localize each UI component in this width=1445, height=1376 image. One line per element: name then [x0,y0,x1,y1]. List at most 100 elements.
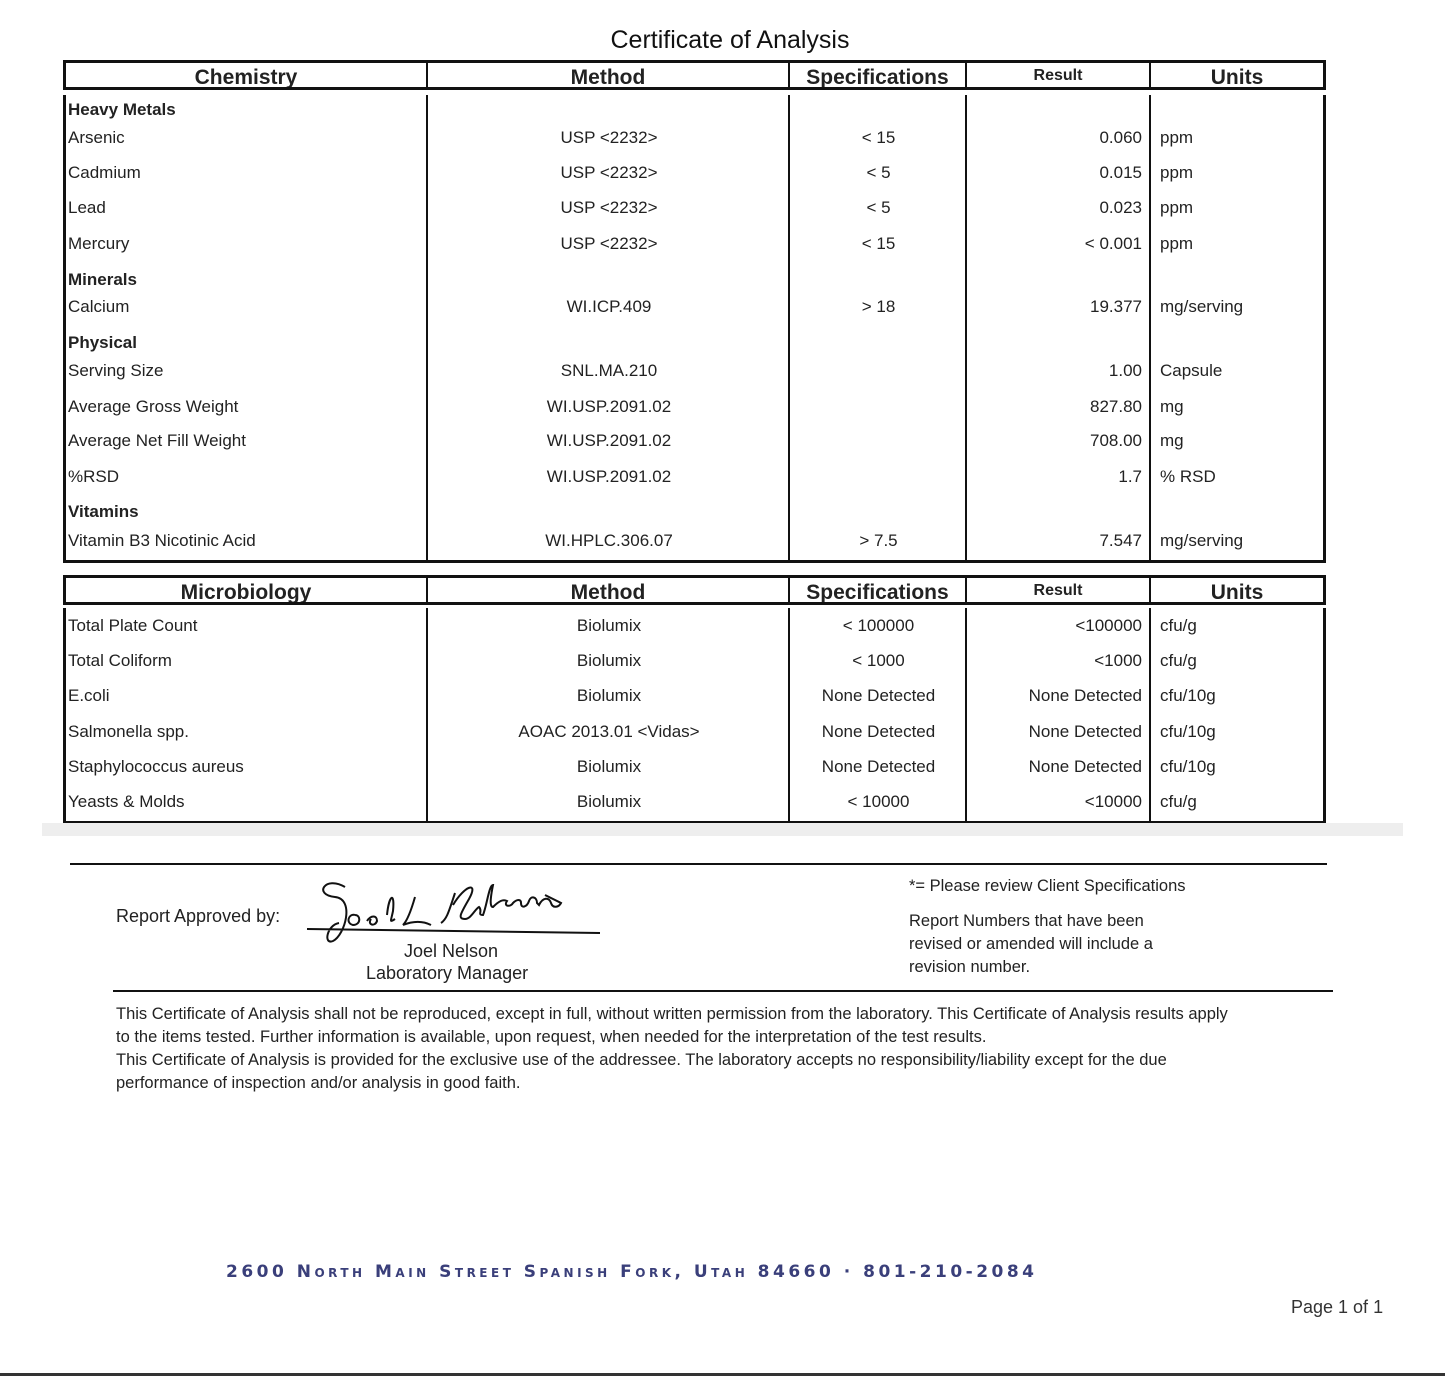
table-row: Total Plate Count Biolumix < 100000 <100000… [66,611,1323,641]
col-header-result: Result [967,63,1151,87]
approver-name: Joel Nelson [404,941,499,961]
units-cell: mg [1160,431,1184,450]
chemistry-header: Chemistry Method Specifications Result U… [63,60,1326,90]
result-cell: 1.00 [1108,361,1142,380]
bottom-border [0,1373,1445,1376]
result-cell: 827.80 [1090,397,1142,416]
method-cell: WI.ICP.409 [566,297,652,316]
specification-cell: < 10000 [847,792,910,811]
units-cell: cfu/g [1160,651,1197,670]
group-label: Vitamins [68,502,139,521]
signature [306,882,601,943]
page-title: Certificate of Analysis [610,26,850,54]
analyte-name: Lead [68,198,106,217]
analyte-name: Mercury [68,234,130,253]
method-cell: Biolumix [576,792,642,811]
analyte-name: E.coli [68,686,110,705]
analyte-name: Cadmium [68,163,141,182]
col-header-specifications: Specifications [790,63,967,87]
column-divider [965,608,967,821]
units-cell: Capsule [1160,361,1223,380]
table-row: Lead USP <2232> < 5 0.023 ppm [66,193,1323,223]
group-label: Heavy Metals [68,100,176,119]
method-cell: WI.USP.2091.02 [546,397,672,416]
units-cell: ppm [1160,128,1194,147]
method-cell: SNL.MA.210 [560,361,658,380]
analyte-name: Total Plate Count [68,616,198,635]
col-header-method: Method [428,578,790,602]
analyte-name: Staphylococcus aureus [68,757,244,776]
analyte-name: Average Net Fill Weight [68,431,246,450]
column-divider [788,608,790,821]
disclaimer-line: to the items tested. Further information… [116,1028,987,1046]
group-label: Minerals [68,270,137,289]
disclaimer-line: This Certificate of Analysis shall not b… [116,1005,1228,1023]
units-cell: mg/serving [1160,297,1244,316]
result-cell: 0.023 [1099,198,1142,217]
column-divider [1149,608,1151,821]
units-cell: mg/serving [1160,531,1244,550]
divider-band [42,823,1403,836]
result-cell: <10000 [1084,792,1142,811]
analyte-name: Vitamin B3 Nicotinic Acid [68,531,256,550]
col-header-specifications: Specifications [790,578,967,602]
col-header-result: Result [967,578,1151,602]
group-row: Physical [66,328,1323,358]
divider [70,863,1327,865]
disclaimer-line: This Certificate of Analysis is provided… [116,1051,1167,1069]
table-row: %RSD WI.USP.2091.02 1.7 % RSD [66,462,1323,492]
result-cell: 708.00 [1090,431,1142,450]
method-cell: USP <2232> [560,234,658,253]
units-cell: cfu/10g [1160,757,1216,776]
lab-address: 2600 North Main Street Spanish Fork, Uta… [226,1262,1038,1282]
units-cell: cfu/10g [1160,686,1216,705]
units-cell: ppm [1160,234,1194,253]
disclaimer-line: performance of inspection and/or analysi… [116,1074,521,1092]
col-header-units: Units [1210,66,1264,87]
table-row: E.coli Biolumix None Detected None Detected… [66,681,1323,711]
analyte-name: %RSD [68,467,120,486]
column-divider [426,95,428,560]
column-divider [426,608,428,821]
table-row: Mercury USP <2232> < 15 < 0.001 ppm [66,229,1323,259]
units-cell: ppm [1160,163,1194,182]
method-cell: Biolumix [576,616,642,635]
specification-cell: > 18 [861,297,896,316]
group-label: Physical [68,333,137,352]
result-cell: None Detected [1028,722,1142,741]
analyte-name: Yeasts & Molds [68,792,185,811]
group-row: Heavy Metals [66,95,1323,125]
divider [113,990,1333,992]
table-row: Total Coliform Biolumix < 1000 <1000 cfu/g [66,646,1323,676]
analyte-name: Total Coliform [68,651,172,670]
result-cell: <100000 [1075,616,1142,635]
table-row: Vitamin B3 Nicotinic Acid WI.HPLC.306.07 >… [66,526,1323,556]
units-cell: mg [1160,397,1184,416]
col-header-chemistry: Chemistry [66,63,428,87]
revision-note-line: Report Numbers that have been [909,912,1144,930]
chemistry-table: Heavy Metals Arsenic USP <2232> < 15 0.060 pp… [63,95,1326,563]
method-cell: USP <2232> [560,198,658,217]
units-cell: cfu/g [1160,792,1197,811]
method-cell: Biolumix [576,757,642,776]
method-cell: WI.USP.2091.02 [546,431,672,450]
method-cell: USP <2232> [560,163,658,182]
method-cell: Biolumix [576,686,642,705]
analyte-name: Salmonella spp. [68,722,189,741]
col-header-microbiology: Microbiology [66,578,428,602]
page-number: Page 1 of 1 [1291,1297,1384,1317]
result-cell: 1.7 [1118,467,1142,486]
column-divider [788,95,790,560]
specification-cell: > 7.5 [859,531,898,550]
result-cell: None Detected [1028,757,1142,776]
specification-cell: None Detected [821,686,936,705]
result-cell: 7.547 [1099,531,1142,550]
units-cell: cfu/10g [1160,722,1216,741]
method-cell: Biolumix [576,651,642,670]
specification-cell: None Detected [821,722,936,741]
group-row: Minerals [66,265,1323,295]
result-cell: <1000 [1094,651,1142,670]
group-row: Vitamins [66,497,1323,527]
specification-cell: < 100000 [842,616,915,635]
